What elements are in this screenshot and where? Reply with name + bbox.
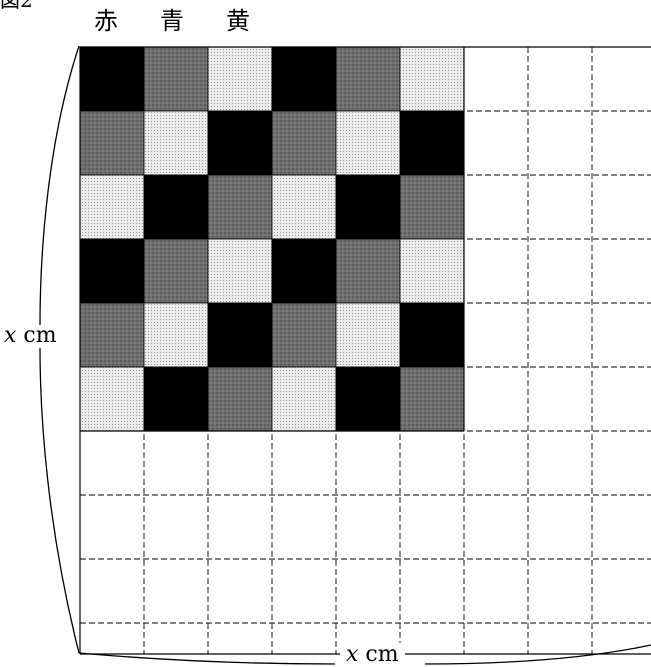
tile-blue — [143, 238, 209, 304]
figure-label: 図2 — [0, 0, 33, 12]
tile-yellow — [399, 46, 465, 112]
tile-yellow — [143, 302, 209, 368]
tile-red — [79, 238, 145, 304]
tile-blue — [79, 302, 145, 368]
tile-blue — [271, 110, 337, 176]
color-label-blue: 青 — [160, 7, 184, 35]
tile-red — [271, 238, 337, 304]
left-dimension-bracket — [39, 45, 80, 654]
dimension-brackets — [39, 45, 651, 665]
tile-yellow — [399, 238, 465, 304]
tile-blue — [335, 238, 401, 304]
tile-yellow — [335, 110, 401, 176]
tile-red — [335, 174, 401, 240]
tile-red — [335, 366, 401, 432]
tile-yellow — [271, 174, 337, 240]
tile-red — [143, 366, 209, 432]
tile-yellow — [79, 174, 145, 240]
tile-blue — [207, 174, 273, 240]
tile-blue — [143, 46, 209, 112]
tile-red — [399, 110, 465, 176]
tile-red — [207, 110, 273, 176]
tile-yellow — [207, 238, 273, 304]
tile-red — [143, 174, 209, 240]
tile-red — [207, 302, 273, 368]
tile-yellow — [79, 366, 145, 432]
tile-red — [399, 302, 465, 368]
tile-blue — [399, 366, 465, 432]
tile-blue — [271, 302, 337, 368]
dimension-label-width: x cm — [340, 643, 405, 667]
tile-yellow — [335, 302, 401, 368]
tile-blue — [79, 110, 145, 176]
tile-red — [79, 46, 145, 112]
tile-yellow — [143, 110, 209, 176]
tile-blue — [335, 46, 401, 112]
color-label-yellow: 黄 — [226, 7, 250, 35]
tile-yellow — [207, 46, 273, 112]
tile-red — [271, 46, 337, 112]
tile-yellow — [271, 366, 337, 432]
tile-blue — [399, 174, 465, 240]
dimension-label-height: x cm — [4, 323, 57, 348]
tile-blue — [207, 366, 273, 432]
color-label-red: 赤 — [94, 7, 118, 35]
bottom-dimension-bracket — [78, 644, 651, 665]
tile-pattern — [79, 46, 465, 432]
